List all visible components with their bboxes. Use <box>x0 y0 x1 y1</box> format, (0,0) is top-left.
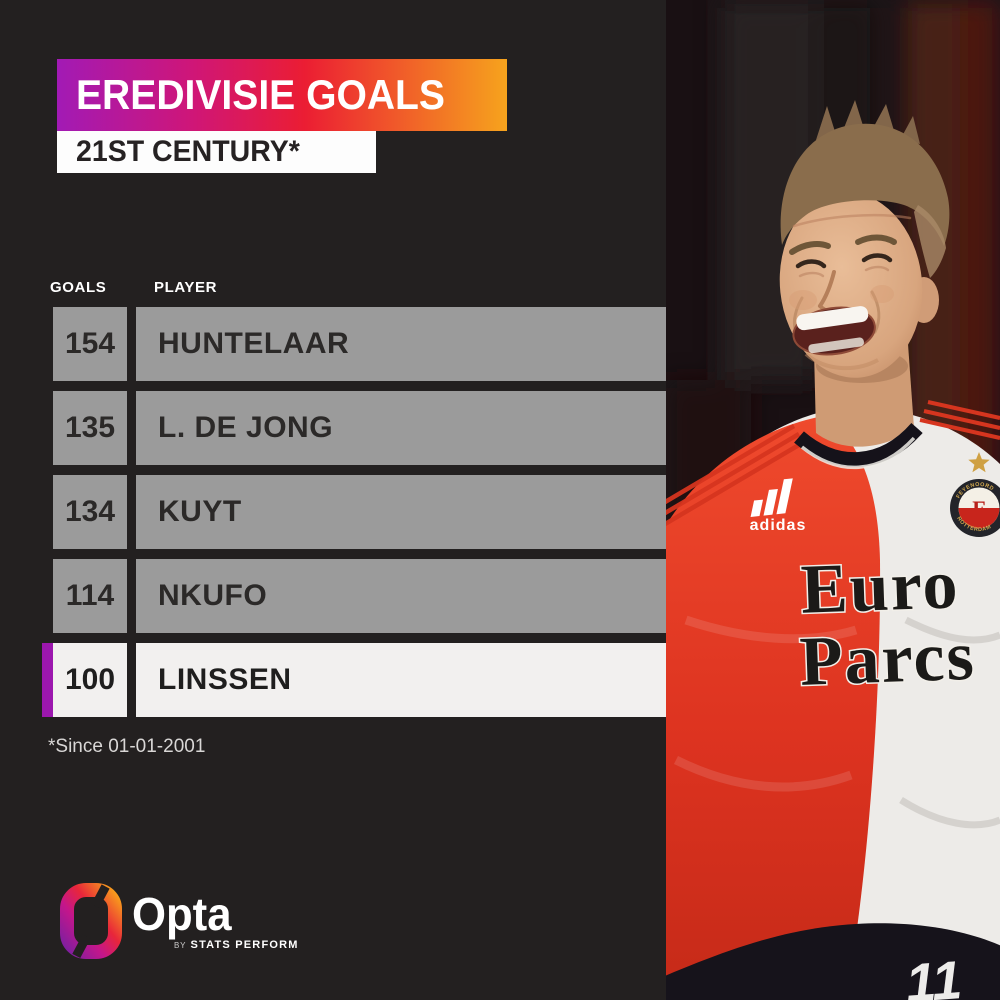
player-cell: HUNTELAAR <box>136 307 666 381</box>
opta-wordmark: Opta <box>132 888 232 940</box>
feyenoord-crest: F FEYENOORD ROTTERDAM <box>950 452 1000 537</box>
highlight-bar <box>42 643 53 717</box>
opta-tagline-by: BY <box>174 941 187 950</box>
table-row: 134 KUYT <box>0 475 666 549</box>
shirt-sponsor-text: Euro Parcs <box>797 545 978 703</box>
adidas-logo-icon: adidas <box>750 478 807 534</box>
opta-tagline-text: STATS PERFORM <box>190 939 299 951</box>
shirt-collar <box>794 422 923 468</box>
opta-brand: Opta BY STATS PERFORM <box>60 883 320 963</box>
table-row: 135 L. DE JONG <box>0 391 666 465</box>
table-row: 154 HUNTELAAR <box>0 307 666 381</box>
player-cell: NKUFO <box>136 559 666 633</box>
title-banner: EREDIVISIE GOALS <box>57 59 507 131</box>
subtitle-banner: 21ST CENTURY* <box>57 131 376 173</box>
sponsor-line1: Euro <box>800 546 961 628</box>
player-cell: KUYT <box>136 475 666 549</box>
feyenoord-shirt <box>666 400 1000 1000</box>
column-header-player: PLAYER <box>154 279 218 296</box>
table-row-highlighted: 100 LINSSEN <box>0 643 666 717</box>
table-row: 114 NKUFO <box>0 559 666 633</box>
crest-star-icon <box>968 452 990 473</box>
opta-tagline: BY STATS PERFORM <box>174 939 299 951</box>
opta-logo-icon <box>60 883 122 959</box>
player-head <box>779 100 950 378</box>
player-shorts <box>666 923 1000 1000</box>
footnote: *Since 01-01-2001 <box>48 736 206 757</box>
page-subtitle: 21ST CENTURY* <box>76 135 300 168</box>
goals-cell: 154 <box>53 307 127 381</box>
player-photo: adidas F FEYENOORD ROTTERDAM Euro Parcs … <box>666 0 1000 1000</box>
page-title: EREDIVISIE GOALS <box>76 71 445 118</box>
player-cell: L. DE JONG <box>136 391 666 465</box>
goals-cell: 100 <box>53 643 127 717</box>
adidas-wordmark: adidas <box>750 517 807 534</box>
sponsor-line2: Parcs <box>798 618 976 701</box>
goals-cell: 135 <box>53 391 127 465</box>
goals-cell: 114 <box>53 559 127 633</box>
player-cell: LINSSEN <box>136 643 666 717</box>
column-header-goals: GOALS <box>50 279 107 296</box>
goals-cell: 134 <box>53 475 127 549</box>
svg-text:F: F <box>972 496 985 521</box>
shorts-number: 11 <box>904 950 964 1000</box>
